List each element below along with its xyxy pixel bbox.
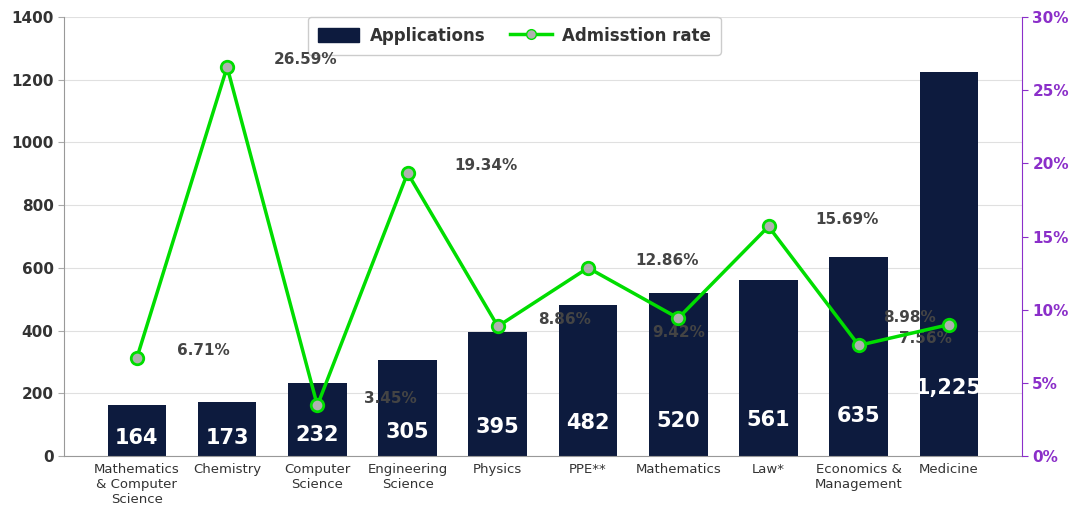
Text: 6.71%: 6.71%	[177, 343, 230, 358]
Text: 9.42%: 9.42%	[652, 325, 705, 340]
Bar	[378, 360, 437, 456]
Text: 19.34%: 19.34%	[455, 158, 517, 173]
Bar	[739, 280, 798, 456]
Bar	[920, 72, 978, 456]
Text: 1,225: 1,225	[916, 378, 982, 398]
Legend: Applications, Admisstion rate: Applications, Admisstion rate	[308, 17, 720, 55]
Bar	[198, 402, 256, 456]
Text: 232: 232	[296, 425, 339, 445]
Text: 164: 164	[116, 428, 159, 448]
Bar	[649, 293, 707, 456]
Bar	[469, 332, 527, 456]
Text: 635: 635	[837, 406, 880, 426]
Text: 3.45%: 3.45%	[364, 391, 417, 406]
Text: 8.98%: 8.98%	[882, 310, 935, 325]
Bar	[108, 404, 166, 456]
Text: 305: 305	[386, 421, 430, 442]
Text: 7.56%: 7.56%	[900, 330, 953, 345]
Text: 15.69%: 15.69%	[815, 211, 879, 226]
Bar	[288, 383, 347, 456]
Bar	[829, 257, 888, 456]
Text: 173: 173	[205, 428, 248, 448]
Text: 395: 395	[476, 417, 519, 437]
Text: 520: 520	[657, 412, 700, 432]
Text: 26.59%: 26.59%	[274, 52, 338, 67]
Text: 561: 561	[746, 409, 791, 430]
Text: 12.86%: 12.86%	[635, 253, 699, 268]
Text: 8.86%: 8.86%	[539, 312, 592, 327]
Text: 482: 482	[566, 413, 610, 433]
Bar	[558, 305, 618, 456]
